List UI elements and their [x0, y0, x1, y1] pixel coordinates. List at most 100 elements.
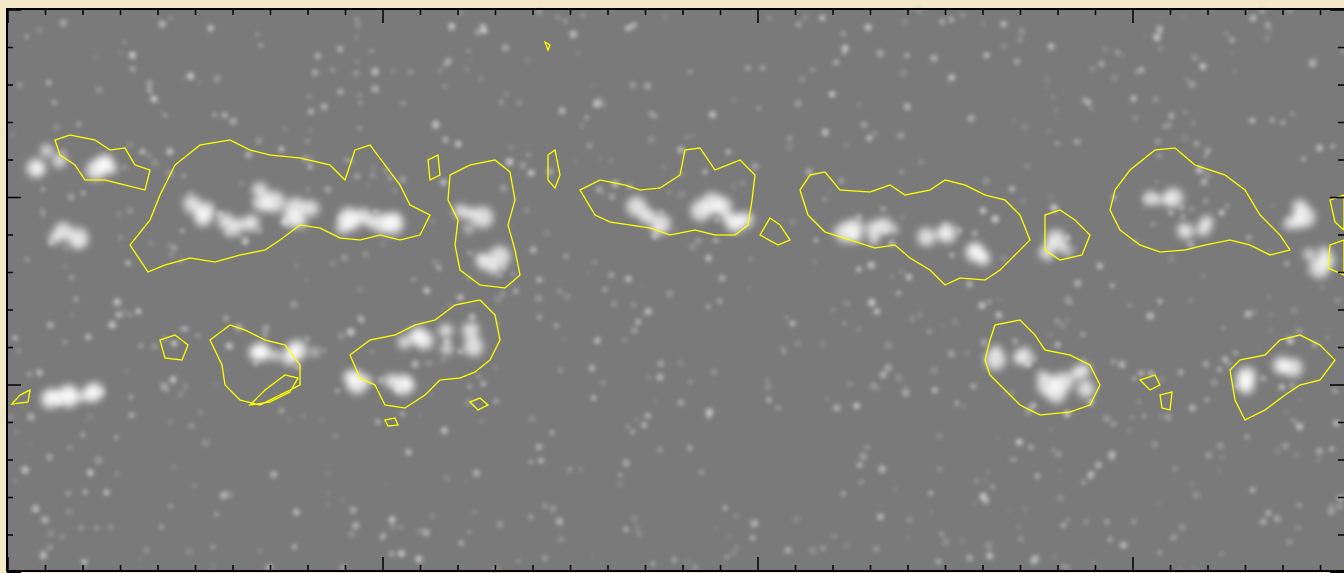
speckle: [496, 521, 503, 528]
speckle: [1257, 348, 1260, 351]
speckle: [140, 149, 145, 154]
speckle: [477, 374, 480, 377]
speckle: [1104, 519, 1109, 524]
speckle: [1188, 81, 1195, 88]
speckle: [113, 298, 121, 306]
speckle: [1001, 43, 1008, 50]
speckle: [654, 400, 657, 403]
speckle: [1192, 121, 1196, 125]
speckle: [1110, 283, 1114, 287]
speckle: [966, 281, 972, 287]
speckle: [358, 93, 361, 96]
speckle: [304, 278, 308, 282]
speckle: [115, 472, 119, 476]
speckle: [329, 260, 336, 267]
speckle: [1009, 186, 1015, 192]
speckle: [8, 415, 12, 419]
speckle: [448, 23, 455, 30]
bright-spot: [45, 389, 61, 405]
speckle: [713, 238, 718, 243]
speckle: [66, 491, 71, 496]
speckle: [184, 386, 188, 390]
speckle: [151, 343, 158, 350]
speckle: [225, 342, 233, 350]
speckle: [1016, 439, 1023, 446]
speckle: [931, 367, 938, 374]
speckle: [666, 290, 674, 298]
speckle: [475, 28, 482, 35]
speckle: [1061, 523, 1066, 528]
speckle: [554, 323, 559, 328]
speckle: [609, 194, 615, 200]
speckle: [324, 186, 331, 193]
speckle: [1251, 309, 1256, 314]
speckle: [1061, 90, 1064, 93]
bright-spot: [52, 154, 66, 168]
speckle: [63, 340, 67, 344]
bright-spot: [626, 196, 646, 216]
speckle: [1096, 263, 1103, 270]
bright-spot: [1013, 353, 1024, 364]
speckle: [880, 372, 886, 378]
speckle: [1018, 536, 1023, 541]
speckle: [189, 423, 195, 429]
speckle: [1048, 194, 1054, 200]
speckle: [1201, 179, 1208, 186]
speckle: [983, 479, 988, 484]
speckle: [825, 397, 830, 402]
speckle: [984, 52, 990, 58]
speckle: [1139, 370, 1144, 375]
speckle: [918, 313, 922, 317]
speckle: [1049, 428, 1052, 431]
speckle: [874, 308, 880, 314]
speckle: [130, 66, 136, 72]
speckle: [168, 419, 173, 424]
bright-spot: [937, 227, 946, 236]
speckle: [1017, 525, 1021, 529]
speckle: [337, 46, 344, 53]
bright-spot: [917, 228, 935, 246]
speckle: [320, 418, 324, 422]
speckle: [166, 148, 173, 155]
bright-spot: [339, 207, 359, 227]
speckle: [139, 344, 143, 348]
speckle: [1260, 518, 1267, 525]
speckle: [667, 191, 670, 194]
speckle: [691, 134, 696, 139]
speckle: [1103, 47, 1108, 52]
speckle: [135, 308, 141, 314]
speckle: [1081, 480, 1085, 484]
speckle: [519, 162, 526, 169]
speckle: [211, 545, 215, 549]
speckle: [263, 333, 267, 337]
bright-spot: [1295, 207, 1316, 228]
magnetogram-view: [0, 0, 1344, 573]
speckle: [558, 536, 564, 542]
speckle: [1192, 566, 1196, 570]
speckle: [1155, 138, 1162, 145]
speckle: [81, 191, 86, 196]
speckle: [1182, 109, 1188, 115]
speckle: [307, 163, 313, 169]
speckle: [1180, 214, 1185, 219]
speckle: [930, 54, 938, 62]
speckle: [258, 549, 262, 553]
bright-spot: [243, 215, 260, 232]
bright-spot: [78, 393, 86, 401]
speckle: [24, 34, 29, 39]
speckle: [856, 214, 862, 220]
speckle: [422, 529, 430, 537]
speckle: [536, 444, 543, 451]
speckle: [1173, 466, 1178, 471]
speckle: [983, 177, 990, 184]
speckle: [335, 388, 340, 393]
speckle: [1233, 69, 1236, 72]
speckle: [693, 565, 698, 570]
speckle: [1057, 494, 1064, 501]
speckle: [764, 383, 771, 390]
bright-spot: [32, 164, 44, 176]
page: (() => { JSON.parse(document.getElementB…: [0, 0, 1344, 573]
speckle: [603, 287, 607, 291]
speckle: [1261, 376, 1266, 381]
speckle: [873, 546, 879, 552]
